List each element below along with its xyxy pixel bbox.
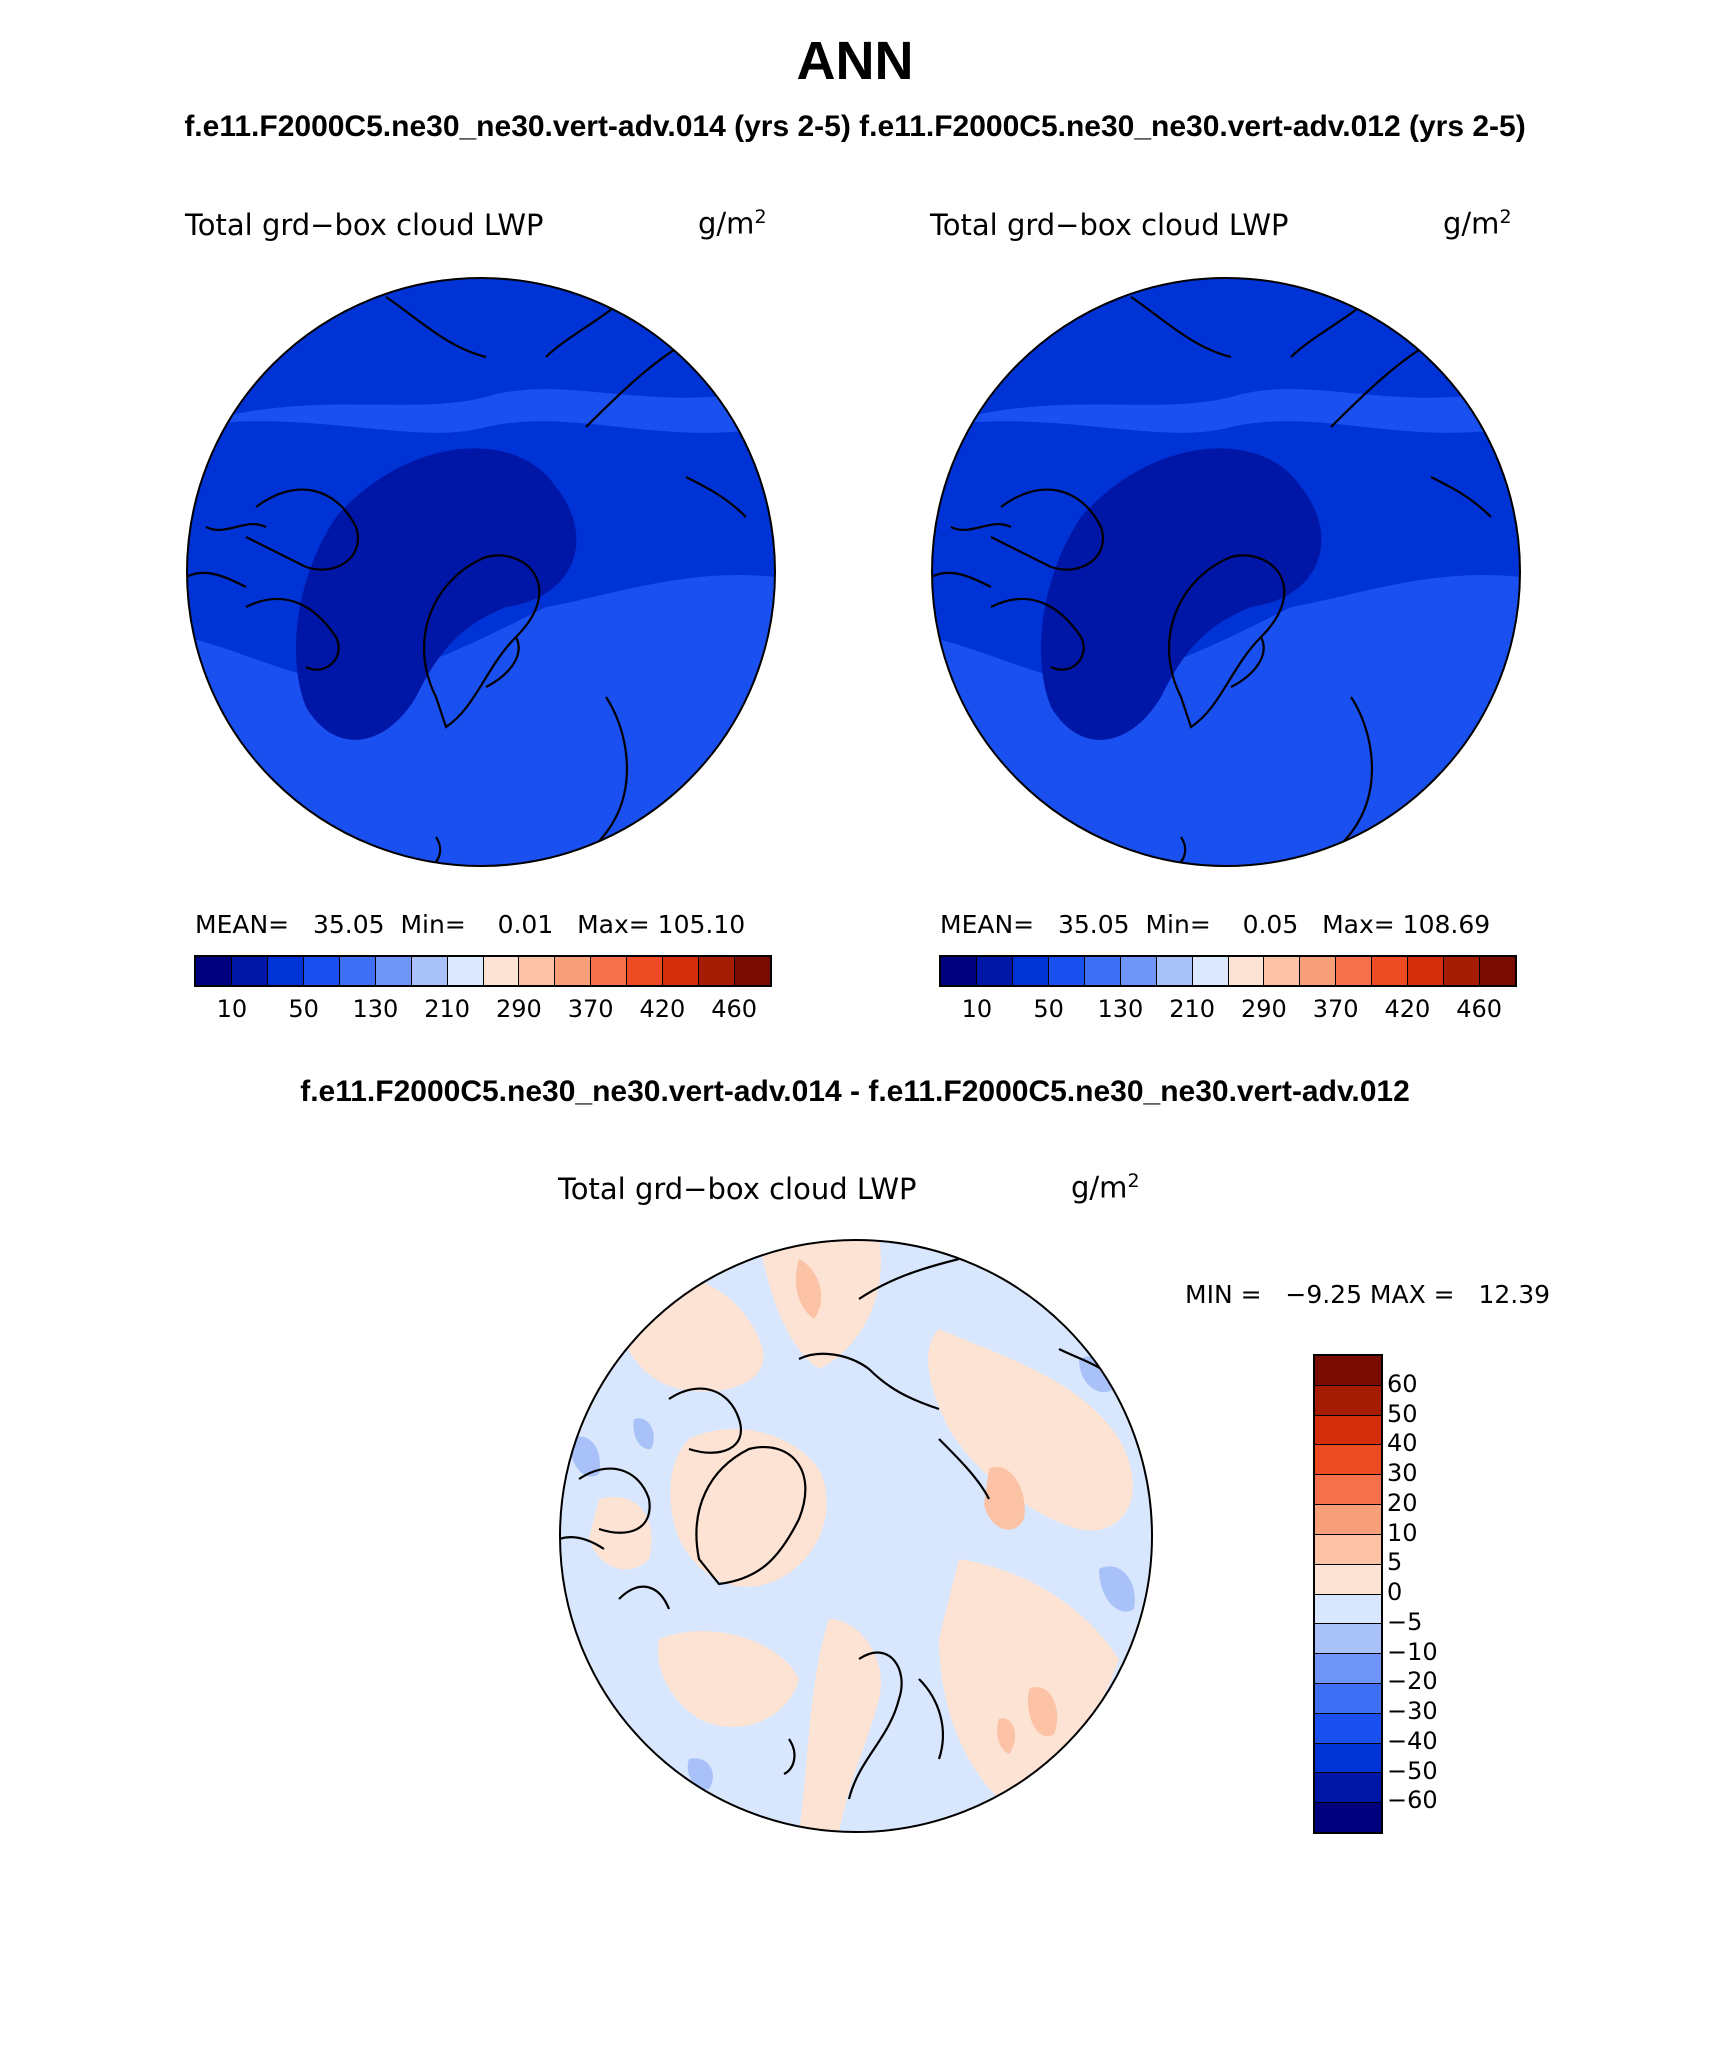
colorbar-tick-label: 420 [1384, 995, 1431, 1023]
colorbar-tick-label: 130 [1097, 995, 1144, 1023]
colorbar-cell [1480, 957, 1515, 985]
colorbar-cell [1120, 957, 1157, 985]
colorbar-cell [339, 957, 376, 985]
colorbar-cell [1264, 957, 1301, 985]
colorbar-tick-label: −5 [1387, 1607, 1423, 1636]
colorbar-cell [267, 957, 304, 985]
left-colorbar [194, 955, 772, 987]
right-units-label: g/m2 [1443, 206, 1512, 241]
colorbar-cell [1315, 1356, 1381, 1386]
right-polar-map [931, 277, 1521, 867]
colorbar-cell [941, 957, 977, 985]
colorbar-cell [411, 957, 448, 985]
right-colorbar [939, 955, 1517, 987]
colorbar-cell [1315, 1803, 1381, 1832]
colorbar-tick-label: 50 [1387, 1399, 1418, 1428]
colorbar-cell [1315, 1713, 1381, 1744]
colorbar-cell [1300, 957, 1337, 985]
colorbar-cell [663, 957, 700, 985]
colorbar-cell [1315, 1445, 1381, 1476]
colorbar-cell [375, 957, 412, 985]
colorbar-tick-label: 10 [216, 995, 248, 1023]
colorbar-cell [1012, 957, 1049, 985]
colorbar-tick-label: 40 [1387, 1429, 1418, 1458]
colorbar-tick-label: 50 [288, 995, 319, 1023]
right-stats: MEAN= 35.05 Min= 0.05 Max= 108.69 [940, 910, 1491, 939]
colorbar-cell [1315, 1534, 1381, 1565]
colorbar-tick-label: −50 [1387, 1756, 1438, 1785]
colorbar-cell [1315, 1385, 1381, 1416]
left-polar-map [186, 277, 776, 867]
colorbar-tick-label: 130 [352, 995, 399, 1023]
colorbar-tick-label: −10 [1387, 1637, 1438, 1666]
colorbar-tick-label: 370 [567, 995, 614, 1023]
colorbar-tick-label: 210 [1169, 995, 1216, 1023]
right-variable-label: Total grd−box cloud LWP [930, 208, 1289, 242]
colorbar-tick-label: 290 [495, 995, 542, 1023]
colorbar-tick-label: 10 [961, 995, 993, 1023]
colorbar-cell [1315, 1505, 1381, 1535]
colorbar-cell [1315, 1743, 1381, 1774]
colorbar-tick-label: 60 [1387, 1369, 1418, 1398]
main-title: ANN [796, 31, 914, 91]
colorbar-cell [699, 957, 736, 985]
colorbar-cell [1084, 957, 1121, 985]
colorbar-tick-label: −40 [1387, 1726, 1438, 1755]
difference-polar-map [559, 1239, 1153, 1833]
colorbar-tick-label: 210 [424, 995, 471, 1023]
colorbar-tick-label: 290 [1240, 995, 1287, 1023]
colorbar-tick-label: −60 [1387, 1786, 1438, 1815]
colorbar-tick-label: 10 [1387, 1518, 1418, 1547]
colorbar-cell [1315, 1475, 1381, 1506]
colorbar-cell [1156, 957, 1193, 985]
colorbar-tick-label: 370 [1312, 995, 1359, 1023]
case-names-line: f.e11.F2000C5.ne30_ne30.vert-adv.014 (yr… [184, 110, 1526, 143]
colorbar-cell [519, 957, 556, 985]
left-stats: MEAN= 35.05 Min= 0.01 Max= 105.10 [195, 910, 746, 939]
colorbar-cell [196, 957, 232, 985]
diff-colorbar [1313, 1354, 1383, 1834]
colorbar-cell [1315, 1564, 1381, 1595]
left-variable-label: Total grd−box cloud LWP [185, 208, 544, 242]
colorbar-tick-label: 50 [1033, 995, 1064, 1023]
colorbar-cell [627, 957, 664, 985]
colorbar-cell [1444, 957, 1481, 985]
colorbar-cell [1315, 1594, 1381, 1625]
colorbar-cell [447, 957, 484, 985]
diff-units-label: g/m2 [1071, 1170, 1140, 1205]
colorbar-tick-label: 20 [1387, 1488, 1418, 1517]
colorbar-tick-label: 0 [1387, 1578, 1403, 1606]
colorbar-tick-label: 30 [1387, 1459, 1418, 1487]
colorbar-cell [483, 957, 520, 985]
colorbar-cell [1228, 957, 1265, 985]
colorbar-cell [976, 957, 1013, 985]
colorbar-cell [1408, 957, 1445, 985]
colorbar-cell [1372, 957, 1409, 985]
difference-title: f.e11.F2000C5.ne30_ne30.vert-adv.014 - f… [300, 1075, 1410, 1108]
colorbar-tick-label: −20 [1387, 1667, 1438, 1696]
left-units-label: g/m2 [698, 206, 767, 241]
colorbar-cell [1048, 957, 1085, 985]
colorbar-cell [303, 957, 340, 985]
colorbar-tick-label: 460 [1456, 995, 1503, 1023]
colorbar-tick-label: 460 [711, 995, 758, 1023]
colorbar-cell [231, 957, 268, 985]
colorbar-tick-label: 5 [1387, 1548, 1403, 1577]
colorbar-cell [555, 957, 592, 985]
diff-variable-label: Total grd−box cloud LWP [558, 1172, 917, 1206]
colorbar-tick-label: −30 [1387, 1697, 1438, 1725]
colorbar-cell [1192, 957, 1229, 985]
colorbar-cell [735, 957, 770, 985]
colorbar-cell [1336, 957, 1373, 985]
colorbar-cell [1315, 1415, 1381, 1446]
diff-minmax: MIN = −9.25 MAX = 12.39 [1185, 1280, 1551, 1309]
colorbar-cell [1315, 1654, 1381, 1684]
colorbar-tick-label: 420 [639, 995, 686, 1023]
colorbar-cell [1315, 1773, 1381, 1804]
colorbar-cell [591, 957, 628, 985]
colorbar-cell [1315, 1624, 1381, 1655]
colorbar-cell [1315, 1683, 1381, 1714]
